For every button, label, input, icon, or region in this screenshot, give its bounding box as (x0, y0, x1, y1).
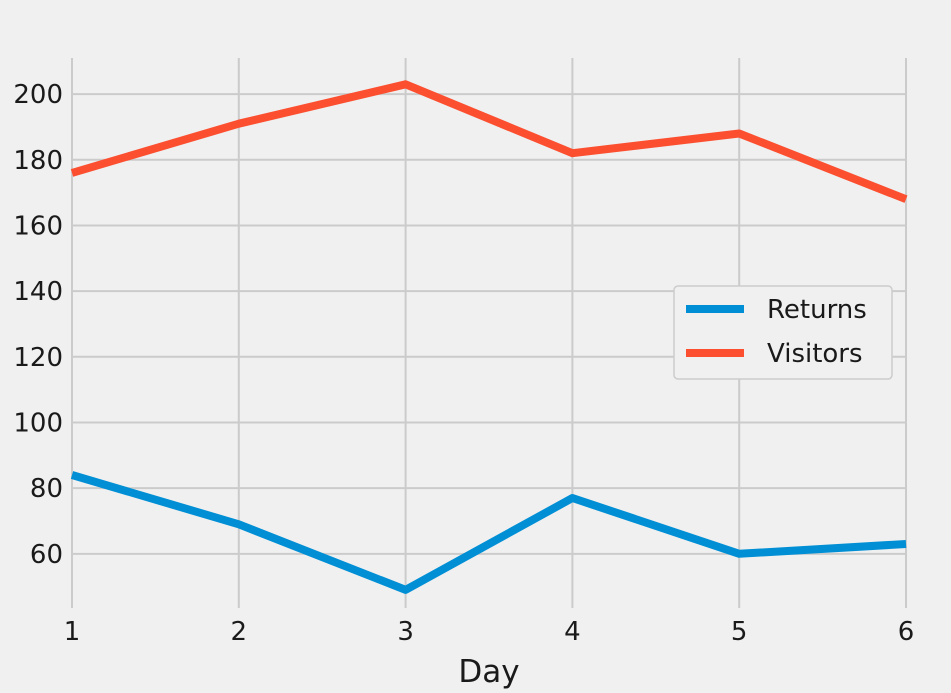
y-tick-label: 140 (13, 277, 63, 307)
y-tick-label: 160 (13, 211, 63, 241)
legend-label-visitors: Visitors (767, 339, 863, 369)
legend: Returns Visitors (674, 286, 892, 379)
y-tick-label: 200 (13, 80, 63, 110)
y-tick-label: 100 (13, 408, 63, 438)
x-tick-label: 5 (731, 617, 748, 647)
y-tick-label: 180 (13, 146, 63, 176)
x-tick-label: 6 (898, 617, 915, 647)
x-tick-label: 1 (64, 617, 81, 647)
x-tick-label: 4 (564, 617, 581, 647)
series-line-visitors (72, 84, 906, 199)
x-tick-label: 2 (231, 617, 248, 647)
legend-label-returns: Returns (767, 295, 867, 325)
y-tick-label: 120 (13, 343, 63, 373)
y-tick-label: 80 (30, 474, 63, 504)
x-axis-label: Day (458, 654, 519, 690)
y-tick-label: 60 (30, 540, 63, 570)
series-line-returns (72, 475, 906, 590)
x-tick-label: 3 (397, 617, 414, 647)
